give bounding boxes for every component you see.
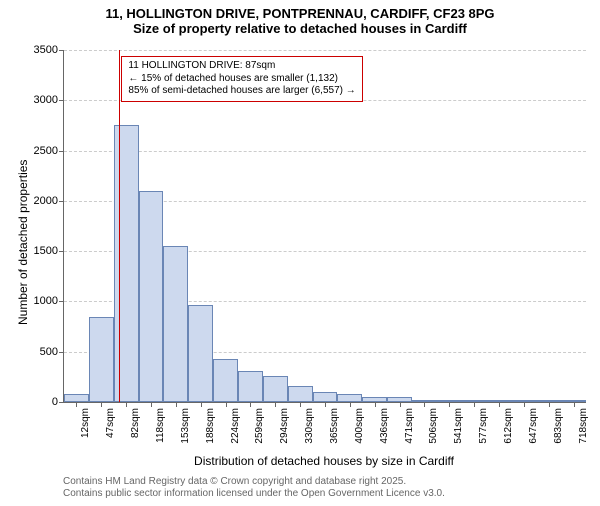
x-tick-mark [449,402,450,407]
annotation-line: 11 HOLLINGTON DRIVE: 87sqm [128,60,355,73]
y-tick-mark [59,100,64,101]
annotation-line: ← 15% of detached houses are smaller (1,… [128,73,355,86]
x-tick-label: 577sqm [478,408,489,444]
y-tick-mark [59,251,64,252]
histogram-bar [114,125,139,402]
x-tick-mark [201,402,202,407]
annotation-line: 85% of semi-detached houses are larger (… [128,85,355,98]
x-tick-mark [574,402,575,407]
x-tick-mark [250,402,251,407]
y-tick-mark [59,402,64,403]
gridline [64,50,586,51]
histogram-bar [163,246,188,402]
x-tick-label: 294sqm [279,408,290,444]
footer-line: Contains public sector information licen… [63,488,445,500]
y-axis-label: Number of detached properties [16,159,30,324]
x-tick-label: 683sqm [553,408,564,444]
histogram-bar [238,371,263,402]
footer-attribution: Contains HM Land Registry data © Crown c… [63,476,445,500]
x-tick-label: 47sqm [105,408,116,438]
plot-area: 050010001500200025003000350012sqm47sqm82… [63,50,586,403]
y-tick-mark [59,301,64,302]
histogram-bar [139,191,164,402]
histogram-bar [313,392,338,402]
x-tick-label: 541sqm [453,408,464,444]
x-tick-mark [325,402,326,407]
x-tick-mark [350,402,351,407]
x-tick-mark [549,402,550,407]
x-tick-label: 471sqm [404,408,415,444]
y-tick-mark [59,352,64,353]
x-tick-mark [126,402,127,407]
histogram-bar [188,305,213,402]
histogram-bar [89,317,114,402]
chart-container: 11, HOLLINGTON DRIVE, PONTPRENNAU, CARDI… [0,6,600,506]
x-tick-mark [474,402,475,407]
x-tick-mark [499,402,500,407]
x-tick-label: 12sqm [80,408,91,438]
histogram-bar [263,376,288,402]
x-tick-label: 400sqm [354,408,365,444]
x-tick-label: 718sqm [578,408,589,444]
x-tick-mark [524,402,525,407]
histogram-bar [288,386,313,402]
footer-line: Contains HM Land Registry data © Crown c… [63,476,445,488]
x-tick-mark [275,402,276,407]
x-tick-label: 612sqm [503,408,514,444]
histogram-bar [213,359,238,402]
x-tick-label: 82sqm [130,408,141,438]
x-tick-mark [424,402,425,407]
chart-title-line2: Size of property relative to detached ho… [0,21,600,36]
x-tick-label: 506sqm [428,408,439,444]
x-tick-label: 224sqm [230,408,241,444]
x-tick-mark [375,402,376,407]
x-tick-label: 259sqm [254,408,265,444]
x-tick-mark [101,402,102,407]
x-tick-mark [176,402,177,407]
chart-title-line1: 11, HOLLINGTON DRIVE, PONTPRENNAU, CARDI… [0,6,600,21]
x-axis-label: Distribution of detached houses by size … [63,454,585,468]
x-tick-label: 436sqm [379,408,390,444]
x-tick-label: 330sqm [304,408,315,444]
x-tick-mark [226,402,227,407]
y-tick-mark [59,151,64,152]
x-tick-label: 118sqm [155,408,166,443]
histogram-bar [64,394,89,402]
reference-line [119,50,120,402]
y-tick-mark [59,50,64,51]
x-tick-mark [300,402,301,407]
x-tick-label: 153sqm [180,408,191,444]
x-tick-mark [400,402,401,407]
y-tick-mark [59,201,64,202]
x-tick-label: 365sqm [329,408,340,444]
annotation-box: 11 HOLLINGTON DRIVE: 87sqm← 15% of detac… [121,56,362,102]
x-tick-label: 188sqm [205,408,216,444]
x-tick-mark [151,402,152,407]
x-tick-label: 647sqm [528,408,539,444]
gridline [64,151,586,152]
x-tick-mark [76,402,77,407]
histogram-bar [337,394,362,402]
